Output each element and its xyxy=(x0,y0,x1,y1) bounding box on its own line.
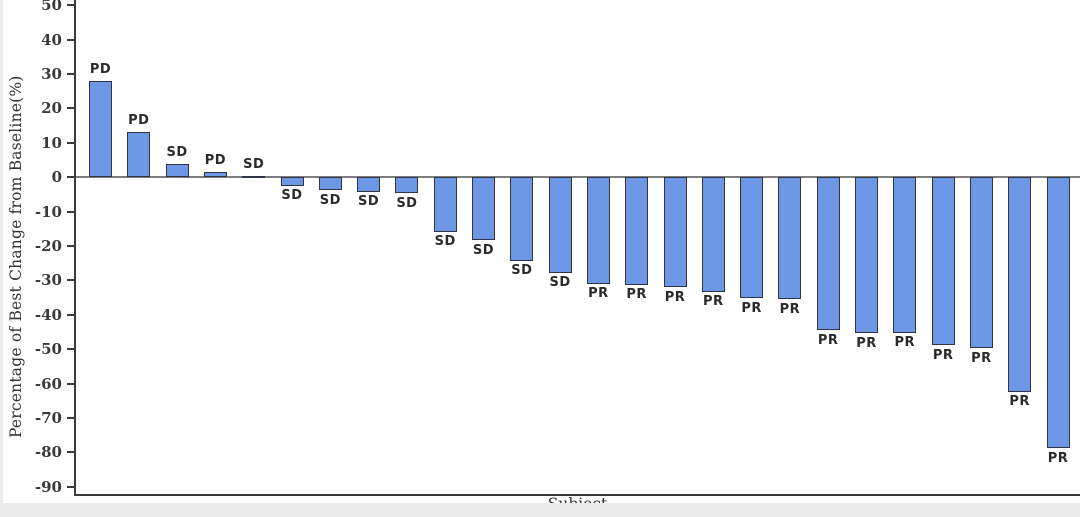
y-tick-label: 30 xyxy=(41,65,62,83)
bar-response-label: PR xyxy=(971,350,992,366)
bar-subject-17-pr xyxy=(701,177,725,292)
y-tick-label: -90 xyxy=(34,477,62,496)
y-tick-label: -60 xyxy=(34,374,62,393)
bar-response-label: PR xyxy=(626,287,647,303)
bar-response-label: SD xyxy=(549,275,571,291)
y-tick-label: 10 xyxy=(41,133,62,152)
bar-subject-6-sd xyxy=(280,177,304,186)
bar-subject-21-pr xyxy=(855,177,878,334)
page-edge-bottom xyxy=(0,503,1080,517)
bar-subject-23-pr xyxy=(931,177,955,346)
y-tick-mark xyxy=(67,485,75,488)
bar-response-label: PR xyxy=(856,335,877,351)
bar-subject-26-pr xyxy=(1046,177,1070,449)
bar-response-label: PR xyxy=(894,335,916,351)
bar-subject-10-sd xyxy=(433,177,457,232)
bar-subject-7-sd xyxy=(318,177,342,191)
bar-subject-8-sd xyxy=(357,177,381,192)
bar-subject-20-pr xyxy=(816,177,840,331)
y-tick-label: -40 xyxy=(34,305,62,324)
bar-response-label: PR xyxy=(703,294,724,310)
y-tick-mark xyxy=(67,313,75,316)
bar-subject-14-pr xyxy=(586,177,610,284)
bar-response-label: PR xyxy=(741,300,762,316)
bar-response-label: SD xyxy=(358,194,380,210)
bar-response-label: PR xyxy=(779,301,801,317)
y-tick-label: -30 xyxy=(34,271,62,290)
bar-response-label: PD xyxy=(204,153,227,169)
bar-subject-2-pd xyxy=(127,132,151,178)
bar-subject-16-pr xyxy=(663,177,687,288)
y-tick-label: -10 xyxy=(34,202,62,221)
zero-baseline xyxy=(76,176,1080,179)
y-tick-mark xyxy=(67,382,75,385)
y-tick-mark xyxy=(67,141,75,144)
bar-subject-4-pd xyxy=(203,172,227,178)
y-tick-label: -80 xyxy=(34,443,62,462)
y-tick-mark xyxy=(67,38,75,41)
y-tick-mark xyxy=(67,245,75,247)
bar-subject-13-sd xyxy=(548,177,572,273)
bar-subject-22-pr xyxy=(893,177,917,333)
y-axis-line xyxy=(74,0,76,495)
bar-subject-24-pr xyxy=(969,177,993,349)
y-tick-mark xyxy=(67,4,75,7)
bar-response-label: SD xyxy=(243,157,265,173)
y-tick-label: -50 xyxy=(34,340,62,359)
y-tick-mark xyxy=(67,451,75,454)
bar-subject-15-pr xyxy=(625,177,649,285)
bar-response-label: PR xyxy=(932,347,954,363)
bar-response-label: PD xyxy=(128,113,150,129)
bar-response-label: SD xyxy=(396,195,418,211)
bar-subject-12-sd xyxy=(510,177,534,261)
bar-response-label: SD xyxy=(511,263,533,279)
bar-subject-25-pr xyxy=(1008,177,1032,392)
bar-subject-1-pd xyxy=(89,80,112,178)
y-tick-label: 50 xyxy=(41,0,62,15)
bar-response-label: SD xyxy=(434,234,456,250)
bar-response-label: SD xyxy=(472,242,495,258)
x-axis-line xyxy=(74,494,1080,496)
y-tick-label: 40 xyxy=(41,30,62,49)
bar-response-label: PD xyxy=(89,61,112,77)
y-tick-mark xyxy=(67,210,75,213)
bar-response-label: SD xyxy=(281,188,303,204)
bar-response-label: PR xyxy=(1047,450,1069,466)
bar-subject-19-pr xyxy=(778,177,802,300)
y-tick-label: 0 xyxy=(51,168,62,187)
bar-subject-18-pr xyxy=(740,177,764,299)
bar-subject-3-sd xyxy=(165,164,189,178)
y-tick-mark xyxy=(67,73,75,75)
y-tick-label: -20 xyxy=(34,237,62,255)
page-edge-left xyxy=(0,0,3,517)
bar-response-label: PR xyxy=(1009,394,1030,410)
y-tick-label: -70 xyxy=(34,409,62,427)
bar-subject-11-sd xyxy=(472,177,495,241)
y-tick-mark xyxy=(67,348,75,351)
bar-response-label: PR xyxy=(664,289,686,305)
bar-response-label: SD xyxy=(319,192,341,208)
bar-response-label: PR xyxy=(817,332,839,348)
y-tick-label: 20 xyxy=(41,99,62,118)
y-tick-mark xyxy=(67,107,75,110)
bar-response-label: SD xyxy=(166,145,188,161)
y-tick-mark xyxy=(67,176,75,179)
bar-subject-9-sd xyxy=(395,177,419,194)
y-tick-mark xyxy=(67,279,75,282)
bar-response-label: PR xyxy=(588,286,609,302)
y-tick-mark xyxy=(67,417,75,419)
bar-subject-5-sd xyxy=(242,176,266,179)
